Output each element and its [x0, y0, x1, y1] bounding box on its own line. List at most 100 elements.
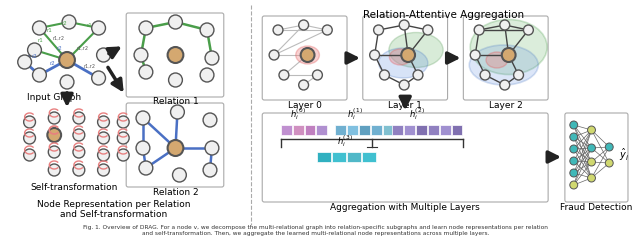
Text: Fig. 1. Overview of DRAG. For a node v, we decompose the multi-relational graph : Fig. 1. Overview of DRAG. For a node v, …	[83, 225, 548, 230]
Circle shape	[62, 15, 76, 29]
Circle shape	[279, 70, 289, 80]
Text: r2: r2	[61, 21, 67, 26]
Circle shape	[92, 71, 106, 85]
Circle shape	[200, 23, 214, 37]
Circle shape	[588, 144, 595, 152]
Circle shape	[24, 132, 35, 144]
Circle shape	[168, 73, 182, 87]
Text: $h_i^{(2)}$: $h_i^{(2)}$	[409, 106, 425, 122]
Bar	[347, 152, 361, 162]
Circle shape	[570, 181, 578, 189]
Text: Layer 2: Layer 2	[489, 101, 523, 110]
Circle shape	[588, 126, 595, 134]
Circle shape	[73, 129, 84, 141]
Ellipse shape	[379, 48, 428, 78]
Circle shape	[136, 111, 150, 125]
Circle shape	[500, 20, 509, 30]
Bar	[371, 125, 381, 135]
Bar	[281, 125, 292, 135]
Text: r2: r2	[56, 46, 62, 51]
Circle shape	[370, 50, 380, 60]
Bar	[451, 125, 462, 135]
Circle shape	[500, 80, 509, 90]
Circle shape	[134, 48, 148, 62]
Circle shape	[139, 161, 153, 175]
Bar	[428, 125, 438, 135]
Circle shape	[139, 65, 153, 79]
Circle shape	[423, 25, 433, 35]
Circle shape	[470, 50, 480, 60]
Circle shape	[269, 50, 279, 60]
Circle shape	[203, 163, 217, 177]
Circle shape	[299, 80, 308, 90]
Bar	[305, 125, 316, 135]
Circle shape	[117, 116, 129, 128]
Text: Relation-Attentive Aggregation: Relation-Attentive Aggregation	[363, 10, 524, 20]
Circle shape	[92, 21, 106, 35]
Circle shape	[168, 140, 184, 156]
Circle shape	[570, 169, 578, 177]
Circle shape	[73, 146, 84, 158]
Bar	[317, 152, 332, 162]
Circle shape	[117, 149, 129, 161]
Circle shape	[205, 141, 219, 155]
Circle shape	[502, 48, 516, 62]
Circle shape	[97, 164, 109, 176]
Circle shape	[168, 47, 184, 63]
Bar	[392, 125, 403, 135]
Text: Aggregation with Multiple Layers: Aggregation with Multiple Layers	[330, 203, 480, 212]
Circle shape	[73, 164, 84, 176]
Circle shape	[33, 21, 46, 35]
Text: r1: r1	[38, 38, 44, 43]
Circle shape	[47, 128, 61, 142]
Circle shape	[570, 121, 578, 129]
Circle shape	[380, 70, 389, 80]
Bar	[383, 125, 394, 135]
Circle shape	[301, 48, 314, 62]
Text: Input Graph: Input Graph	[27, 93, 81, 102]
Text: Layer 0: Layer 0	[288, 101, 321, 110]
FancyBboxPatch shape	[126, 13, 224, 97]
Text: $h_i^{(3)}$: $h_i^{(3)}$	[337, 133, 353, 149]
Circle shape	[48, 146, 60, 158]
Circle shape	[323, 25, 332, 35]
Circle shape	[570, 145, 578, 153]
Circle shape	[312, 70, 323, 80]
Text: r2: r2	[31, 54, 37, 59]
Circle shape	[28, 43, 42, 57]
Text: and self-transformation. Then, we aggregate the learned multi-relational node re: and self-transformation. Then, we aggreg…	[141, 231, 489, 236]
FancyBboxPatch shape	[463, 16, 548, 100]
Text: $h_i^{(1)}$: $h_i^{(1)}$	[347, 106, 363, 122]
Circle shape	[299, 20, 308, 30]
FancyBboxPatch shape	[126, 103, 224, 187]
Text: r1: r1	[87, 23, 93, 28]
Bar	[292, 125, 303, 135]
Circle shape	[18, 55, 31, 69]
Ellipse shape	[296, 46, 319, 64]
Bar	[347, 125, 358, 135]
Text: r2: r2	[49, 61, 55, 66]
Bar	[332, 152, 346, 162]
Circle shape	[570, 157, 578, 165]
Circle shape	[524, 25, 533, 35]
Circle shape	[59, 52, 75, 68]
Circle shape	[588, 174, 595, 182]
Circle shape	[570, 133, 578, 141]
Text: Fraud Detection: Fraud Detection	[560, 203, 632, 212]
Circle shape	[605, 159, 613, 167]
Text: r1: r1	[46, 28, 52, 33]
Text: Self-transformation: Self-transformation	[30, 183, 118, 192]
Ellipse shape	[469, 45, 538, 85]
Circle shape	[117, 132, 129, 144]
FancyBboxPatch shape	[262, 16, 347, 100]
Ellipse shape	[389, 33, 443, 67]
Bar	[362, 152, 376, 162]
Text: $h_i^{(0)}$: $h_i^{(0)}$	[290, 106, 306, 122]
Circle shape	[170, 105, 184, 119]
Bar	[404, 125, 415, 135]
Text: $\hat{y}_i$: $\hat{y}_i$	[619, 147, 629, 163]
Bar	[316, 125, 327, 135]
Circle shape	[97, 48, 111, 62]
Circle shape	[139, 21, 153, 35]
Text: Node Representation per Relation
and Self-transformation: Node Representation per Relation and Sel…	[36, 200, 190, 219]
